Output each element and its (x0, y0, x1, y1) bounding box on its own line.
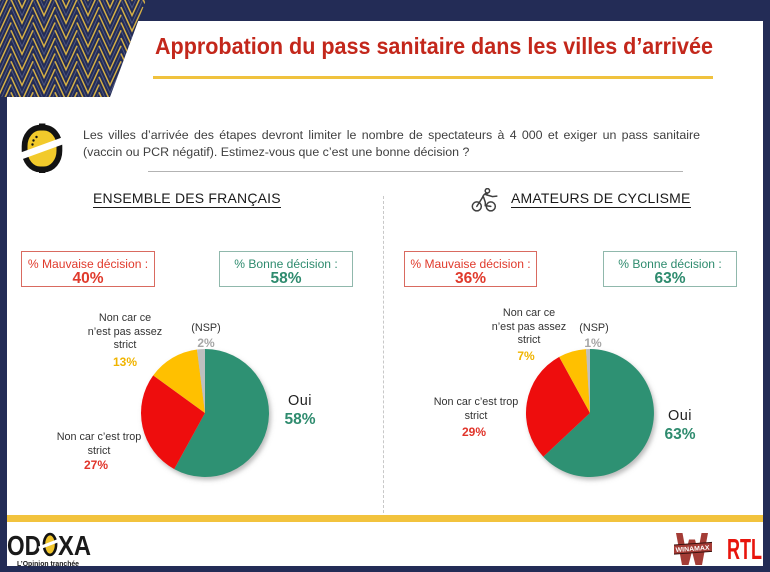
svg-text:L’Opinion tranchée: L’Opinion tranchée (17, 561, 79, 568)
svg-text:WINAMAX: WINAMAX (675, 545, 710, 554)
svg-text:Approbation du pass sanitaire: Approbation du pass sanitaire dans les v… (155, 33, 713, 59)
svg-text:RTL: RTL (727, 536, 762, 562)
svg-text:OD: OD (7, 530, 41, 561)
svg-text:XA: XA (58, 530, 91, 561)
